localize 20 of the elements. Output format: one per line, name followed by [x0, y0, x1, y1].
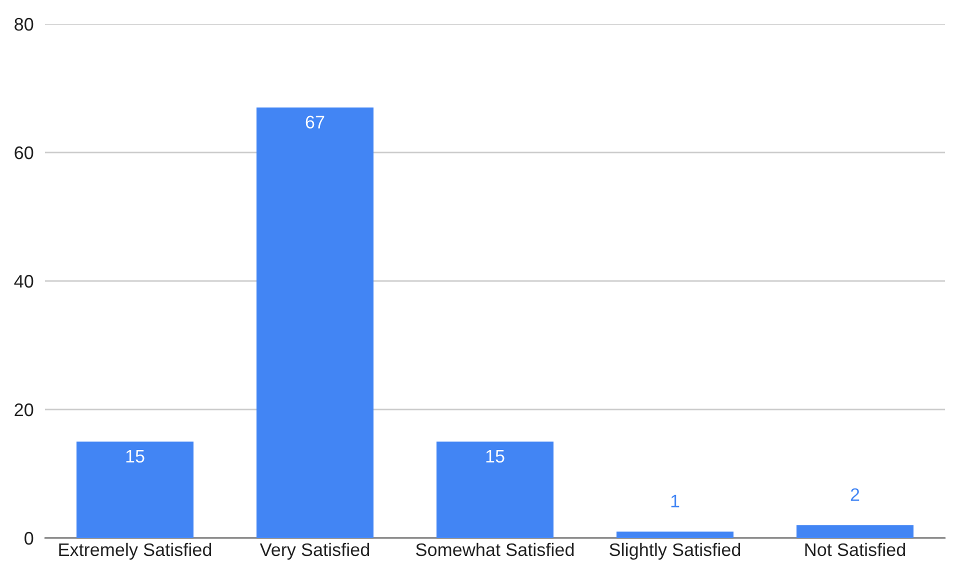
x-tick-label: Slightly Satisfied: [610, 542, 740, 560]
x-tick-label: Very Satisfied: [260, 542, 370, 560]
data-label: 2: [850, 488, 860, 501]
y-tick-label: 20: [14, 403, 34, 416]
bar: [796, 525, 914, 538]
y-tick-label: 60: [14, 146, 34, 160]
y-tick-label: 0: [24, 532, 34, 545]
bar: [76, 442, 194, 538]
x-tick-label: Not Satisfied: [805, 542, 906, 556]
bar: [436, 442, 554, 538]
data-label: 67: [306, 116, 324, 128]
data-label: 15: [126, 450, 144, 463]
data-label: 15: [486, 450, 504, 463]
y-tick-label: 80: [14, 18, 34, 31]
data-label: 1: [671, 494, 680, 508]
bar: [256, 108, 374, 538]
x-tick-label: Extremely Satisfied: [59, 542, 212, 560]
bar: [616, 532, 734, 538]
y-tick-label: 40: [14, 274, 34, 288]
x-tick-label: Somewhat Satisfied: [416, 542, 574, 556]
